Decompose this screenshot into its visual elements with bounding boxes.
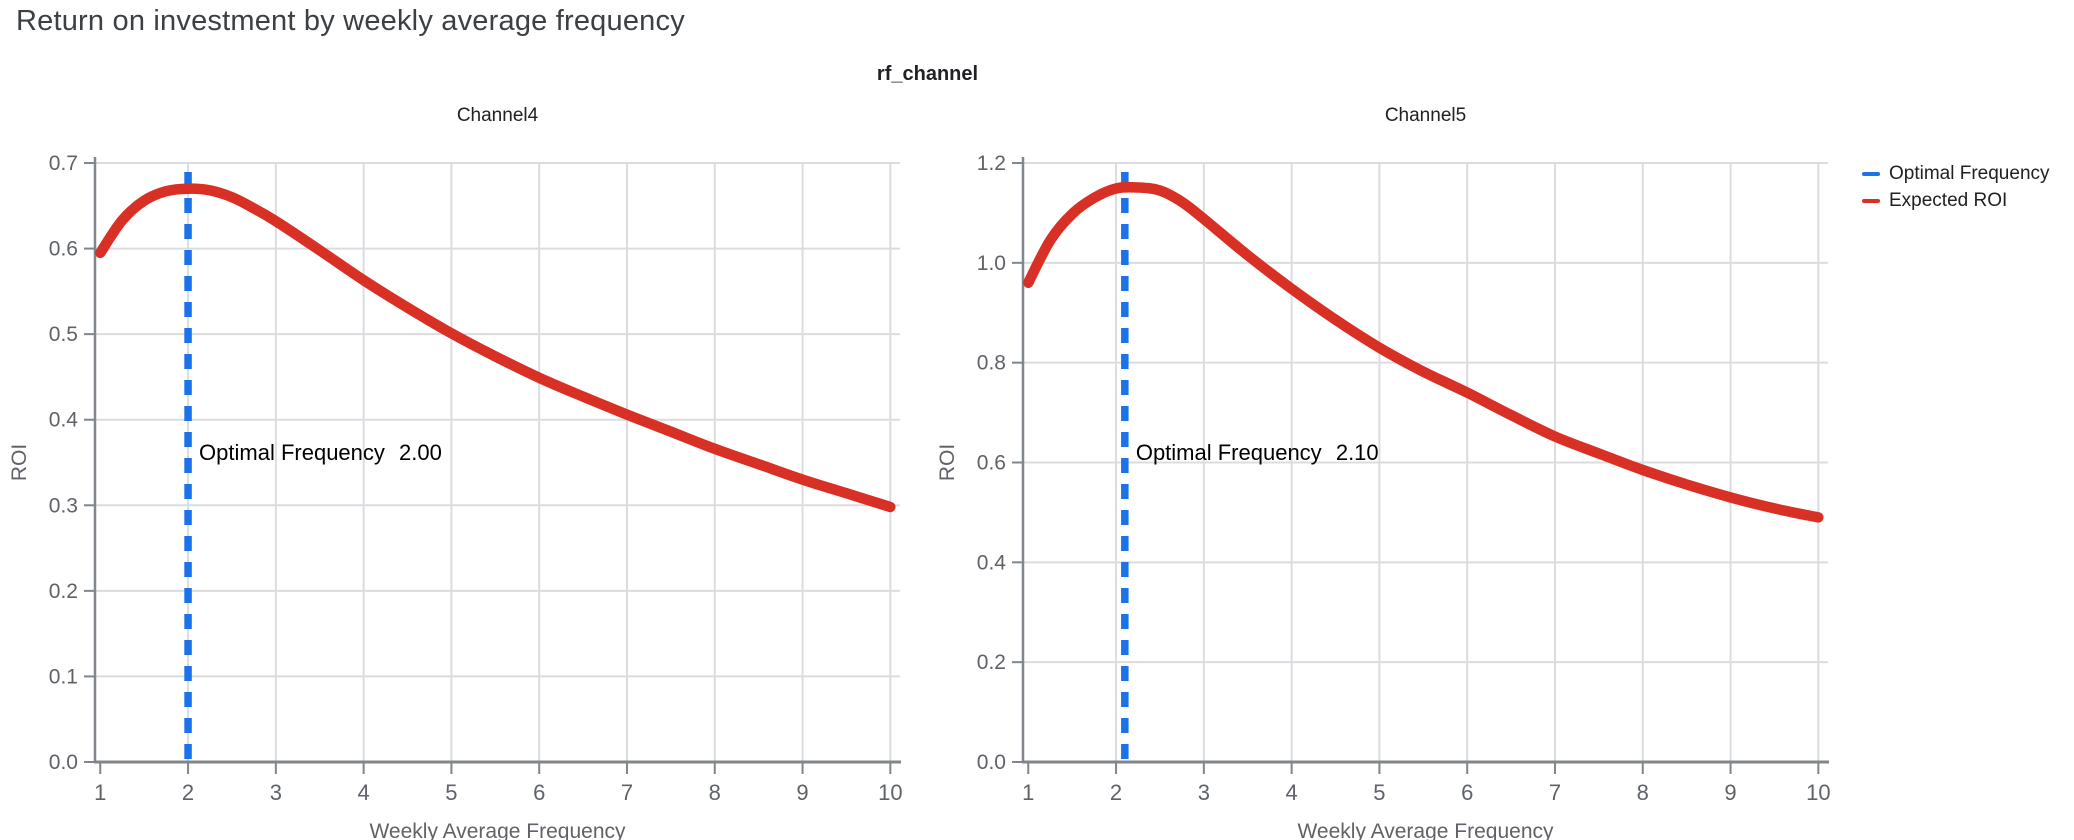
y-axis-title: ROI — [936, 444, 959, 481]
chart-channel5: Channel5 0.0 0.2 0.4 0.6 0.8 1.0 1.2 1 2 3 4 5 6 7 8 9 1… — [928, 100, 1878, 840]
y-tick-label: 0.2 — [49, 580, 78, 603]
y-tick-label: 0.1 — [49, 665, 78, 688]
y-tick-label: 0.6 — [49, 238, 78, 261]
y-tick-label: 0.0 — [49, 751, 78, 774]
x-tick-label: 2 — [182, 780, 194, 805]
optimal-frequency-line-icon — [1862, 171, 1880, 176]
y-tick-label: 0.2 — [977, 651, 1006, 674]
x-tick-label: 3 — [1198, 780, 1210, 805]
channel5-plot: 0.0 0.2 0.4 0.6 0.8 1.0 1.2 1 2 3 4 5 6 7 8 9 10 Weekly A… — [936, 152, 1831, 840]
x-axis-title: Weekly Average Frequency — [369, 820, 626, 840]
y-tick-label: 0.0 — [977, 751, 1006, 774]
x-tick-label: 10 — [1806, 780, 1830, 805]
expected-roi-curve — [95, 183, 896, 513]
page-title: Return on investment by weekly average f… — [16, 5, 685, 37]
x-tick-label: 8 — [1637, 780, 1649, 805]
x-tick-label: 9 — [1724, 780, 1736, 805]
x-tick-label: 9 — [796, 780, 808, 805]
x-tick-label: 7 — [621, 780, 633, 805]
y-tick-label: 0.3 — [49, 494, 78, 517]
y-tick-label: 0.4 — [977, 551, 1007, 574]
legend-label: Expected ROI — [1889, 189, 2008, 211]
x-tick-label: 5 — [1373, 780, 1385, 805]
legend: Optimal Frequency Expected ROI — [1862, 160, 2050, 214]
legend-label: Optimal Frequency — [1889, 162, 2050, 184]
annotation-value: 2.00 — [399, 440, 442, 465]
x-tick-label: 4 — [358, 780, 370, 805]
facet-group-title: rf_channel — [876, 63, 979, 85]
y-tick-label: 0.4 — [49, 409, 79, 432]
expected-roi-line-icon — [1862, 198, 1880, 203]
y-tick-label: 0.7 — [49, 152, 78, 175]
facet-title-channel4: Channel4 — [456, 105, 539, 126]
annotation-value: 2.10 — [1336, 440, 1379, 465]
y-axis-title: ROI — [8, 444, 31, 481]
x-tick-label: 1 — [94, 780, 106, 805]
annotation-label: Optimal Frequency — [199, 440, 385, 465]
x-tick-label: 4 — [1286, 780, 1298, 805]
y-tick-label: 1.0 — [977, 252, 1006, 275]
x-tick-label: 10 — [878, 780, 902, 805]
legend-item-expected-roi: Expected ROI — [1862, 187, 2050, 214]
x-tick-label: 6 — [1461, 780, 1473, 805]
x-tick-label: 7 — [1549, 780, 1561, 805]
x-tick-label: 2 — [1110, 780, 1122, 805]
x-tick-label: 3 — [270, 780, 282, 805]
y-tick-label: 0.6 — [977, 452, 1006, 475]
y-tick-label: 0.5 — [49, 323, 78, 346]
y-tick-label: 0.8 — [977, 352, 1006, 375]
facet-title-channel5: Channel5 — [1384, 105, 1467, 126]
chart-channel4: Channel4 0.0 0.1 0.2 0.3 0.4 0.5 0.6 0.7 1 2 3 4 5 6 7… — [0, 100, 950, 840]
annotation-label: Optimal Frequency — [1136, 440, 1322, 465]
x-tick-label: 5 — [445, 780, 457, 805]
x-tick-label: 1 — [1022, 780, 1034, 805]
channel4-plot: 0.0 0.1 0.2 0.3 0.4 0.5 0.6 0.7 1 2 3 4 5 6 7 8 9 10 Weekl… — [8, 152, 903, 840]
x-tick-label: 8 — [709, 780, 721, 805]
x-tick-label: 6 — [533, 780, 545, 805]
expected-roi-curve — [1023, 181, 1824, 523]
x-axis-title: Weekly Average Frequency — [1297, 820, 1554, 840]
y-tick-label: 1.2 — [977, 152, 1006, 175]
legend-item-optimal-frequency: Optimal Frequency — [1862, 160, 2050, 187]
